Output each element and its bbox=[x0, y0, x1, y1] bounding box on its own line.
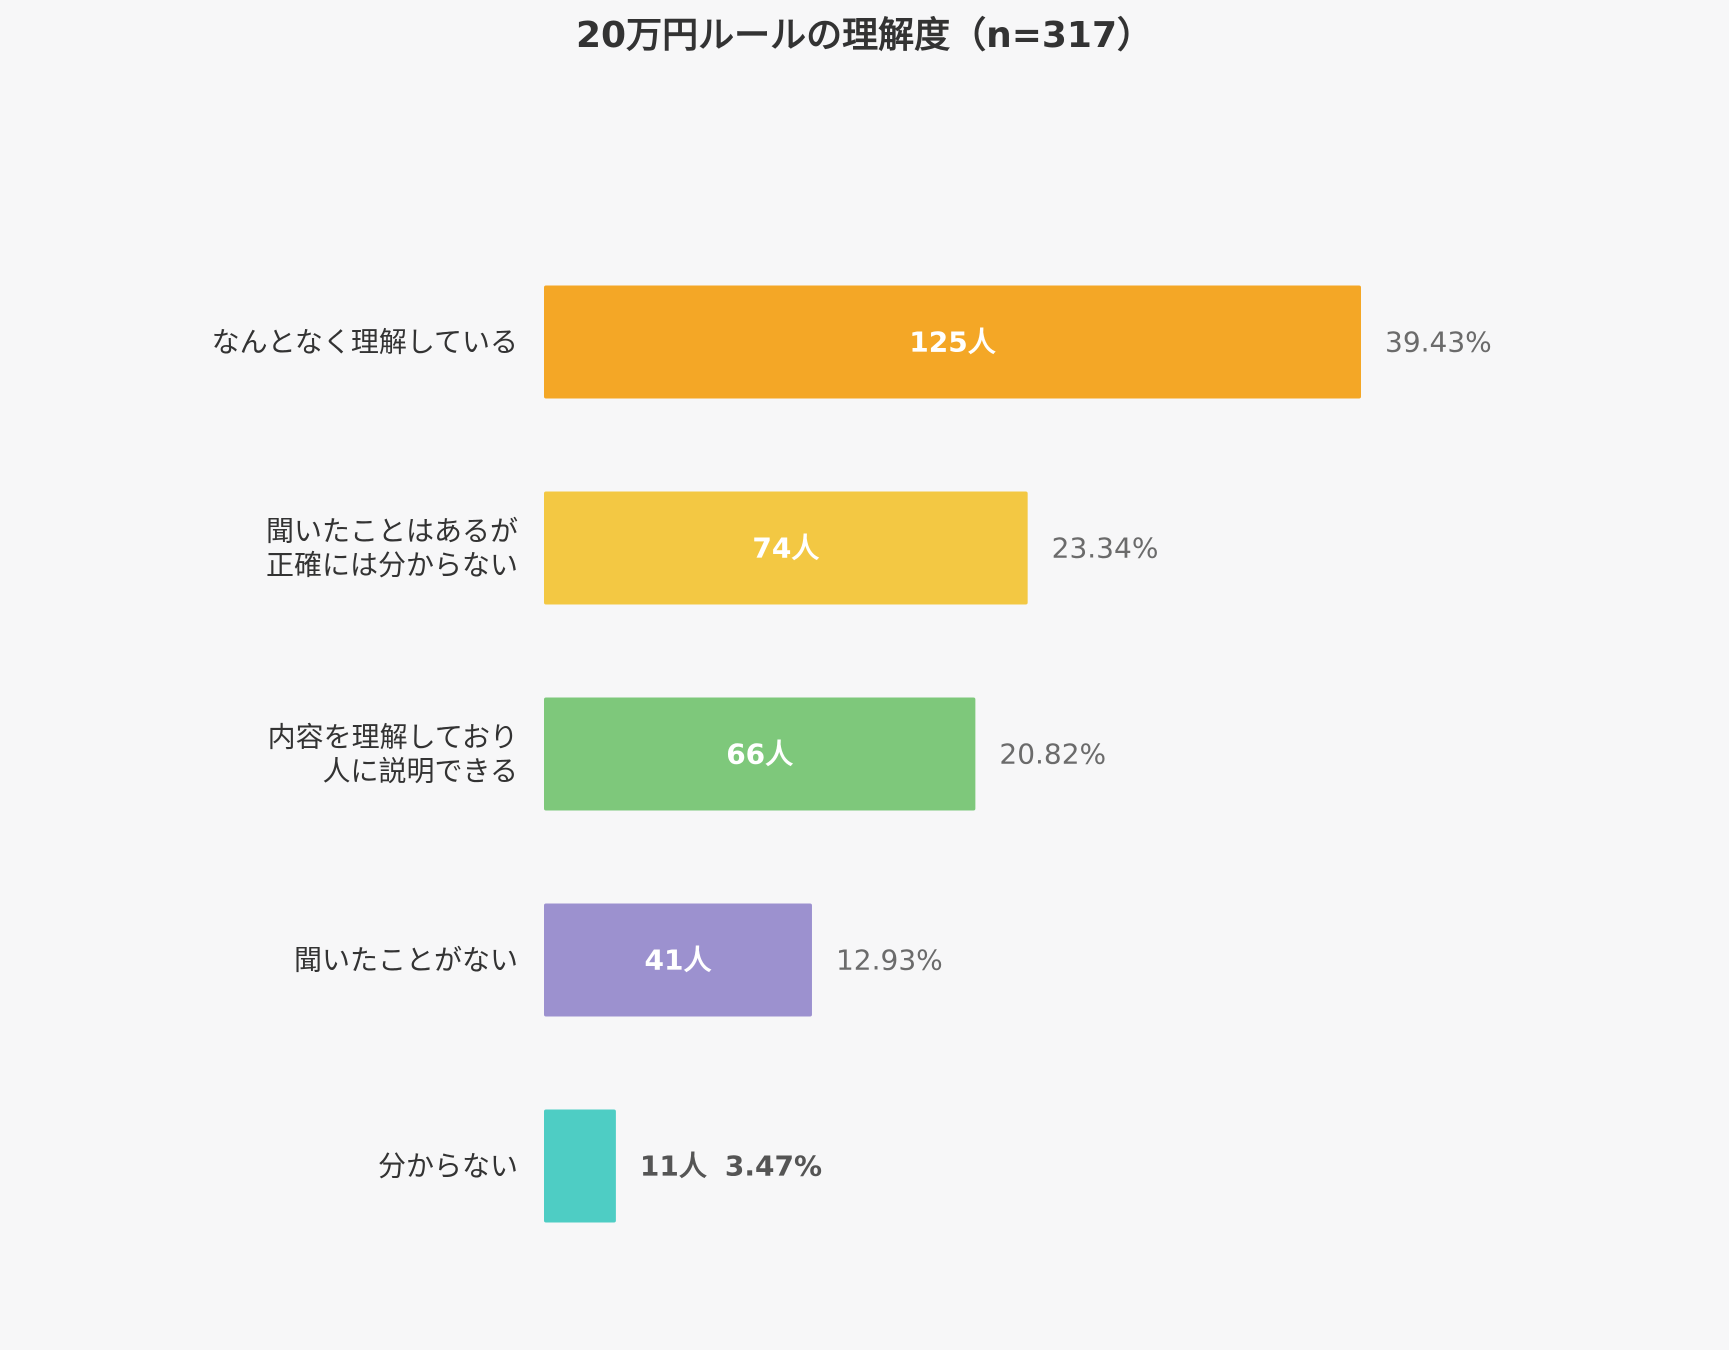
count-label-4: 41人 bbox=[645, 944, 712, 977]
count-label-2: 74人 bbox=[752, 532, 819, 565]
category-label-3-line-2: 人に説明できる bbox=[323, 755, 518, 788]
count-label-5: 11人 bbox=[640, 1150, 707, 1183]
count-label-3: 66人 bbox=[726, 738, 793, 771]
category-label-3-line-1: 内容を理解しており bbox=[268, 721, 518, 754]
percent-label-2: 23.34% bbox=[1052, 532, 1159, 565]
bar-1 bbox=[544, 285, 1361, 399]
chart-title: 20万円ルールの理解度（n=317） bbox=[575, 15, 1154, 56]
category-label-1: なんとなく理解している bbox=[212, 326, 518, 359]
bar-3 bbox=[544, 697, 976, 811]
bar-4 bbox=[544, 903, 812, 1017]
category-label-4: 聞いたことがない bbox=[294, 944, 518, 977]
category-label-5: 分からない bbox=[378, 1150, 518, 1183]
count-label-1: 125人 bbox=[909, 326, 995, 359]
percent-label-4: 12.93% bbox=[836, 944, 943, 977]
category-label-2-line-2: 正確には分からない bbox=[266, 549, 518, 582]
percent-label-3: 20.82% bbox=[999, 738, 1106, 771]
percent-label-1: 39.43% bbox=[1385, 326, 1492, 359]
percent-label-5: 3.47% bbox=[725, 1150, 822, 1183]
bar-5 bbox=[544, 1109, 616, 1223]
bar-2 bbox=[544, 491, 1028, 605]
category-label-2-line-1: 聞いたことはあるが bbox=[266, 515, 518, 548]
